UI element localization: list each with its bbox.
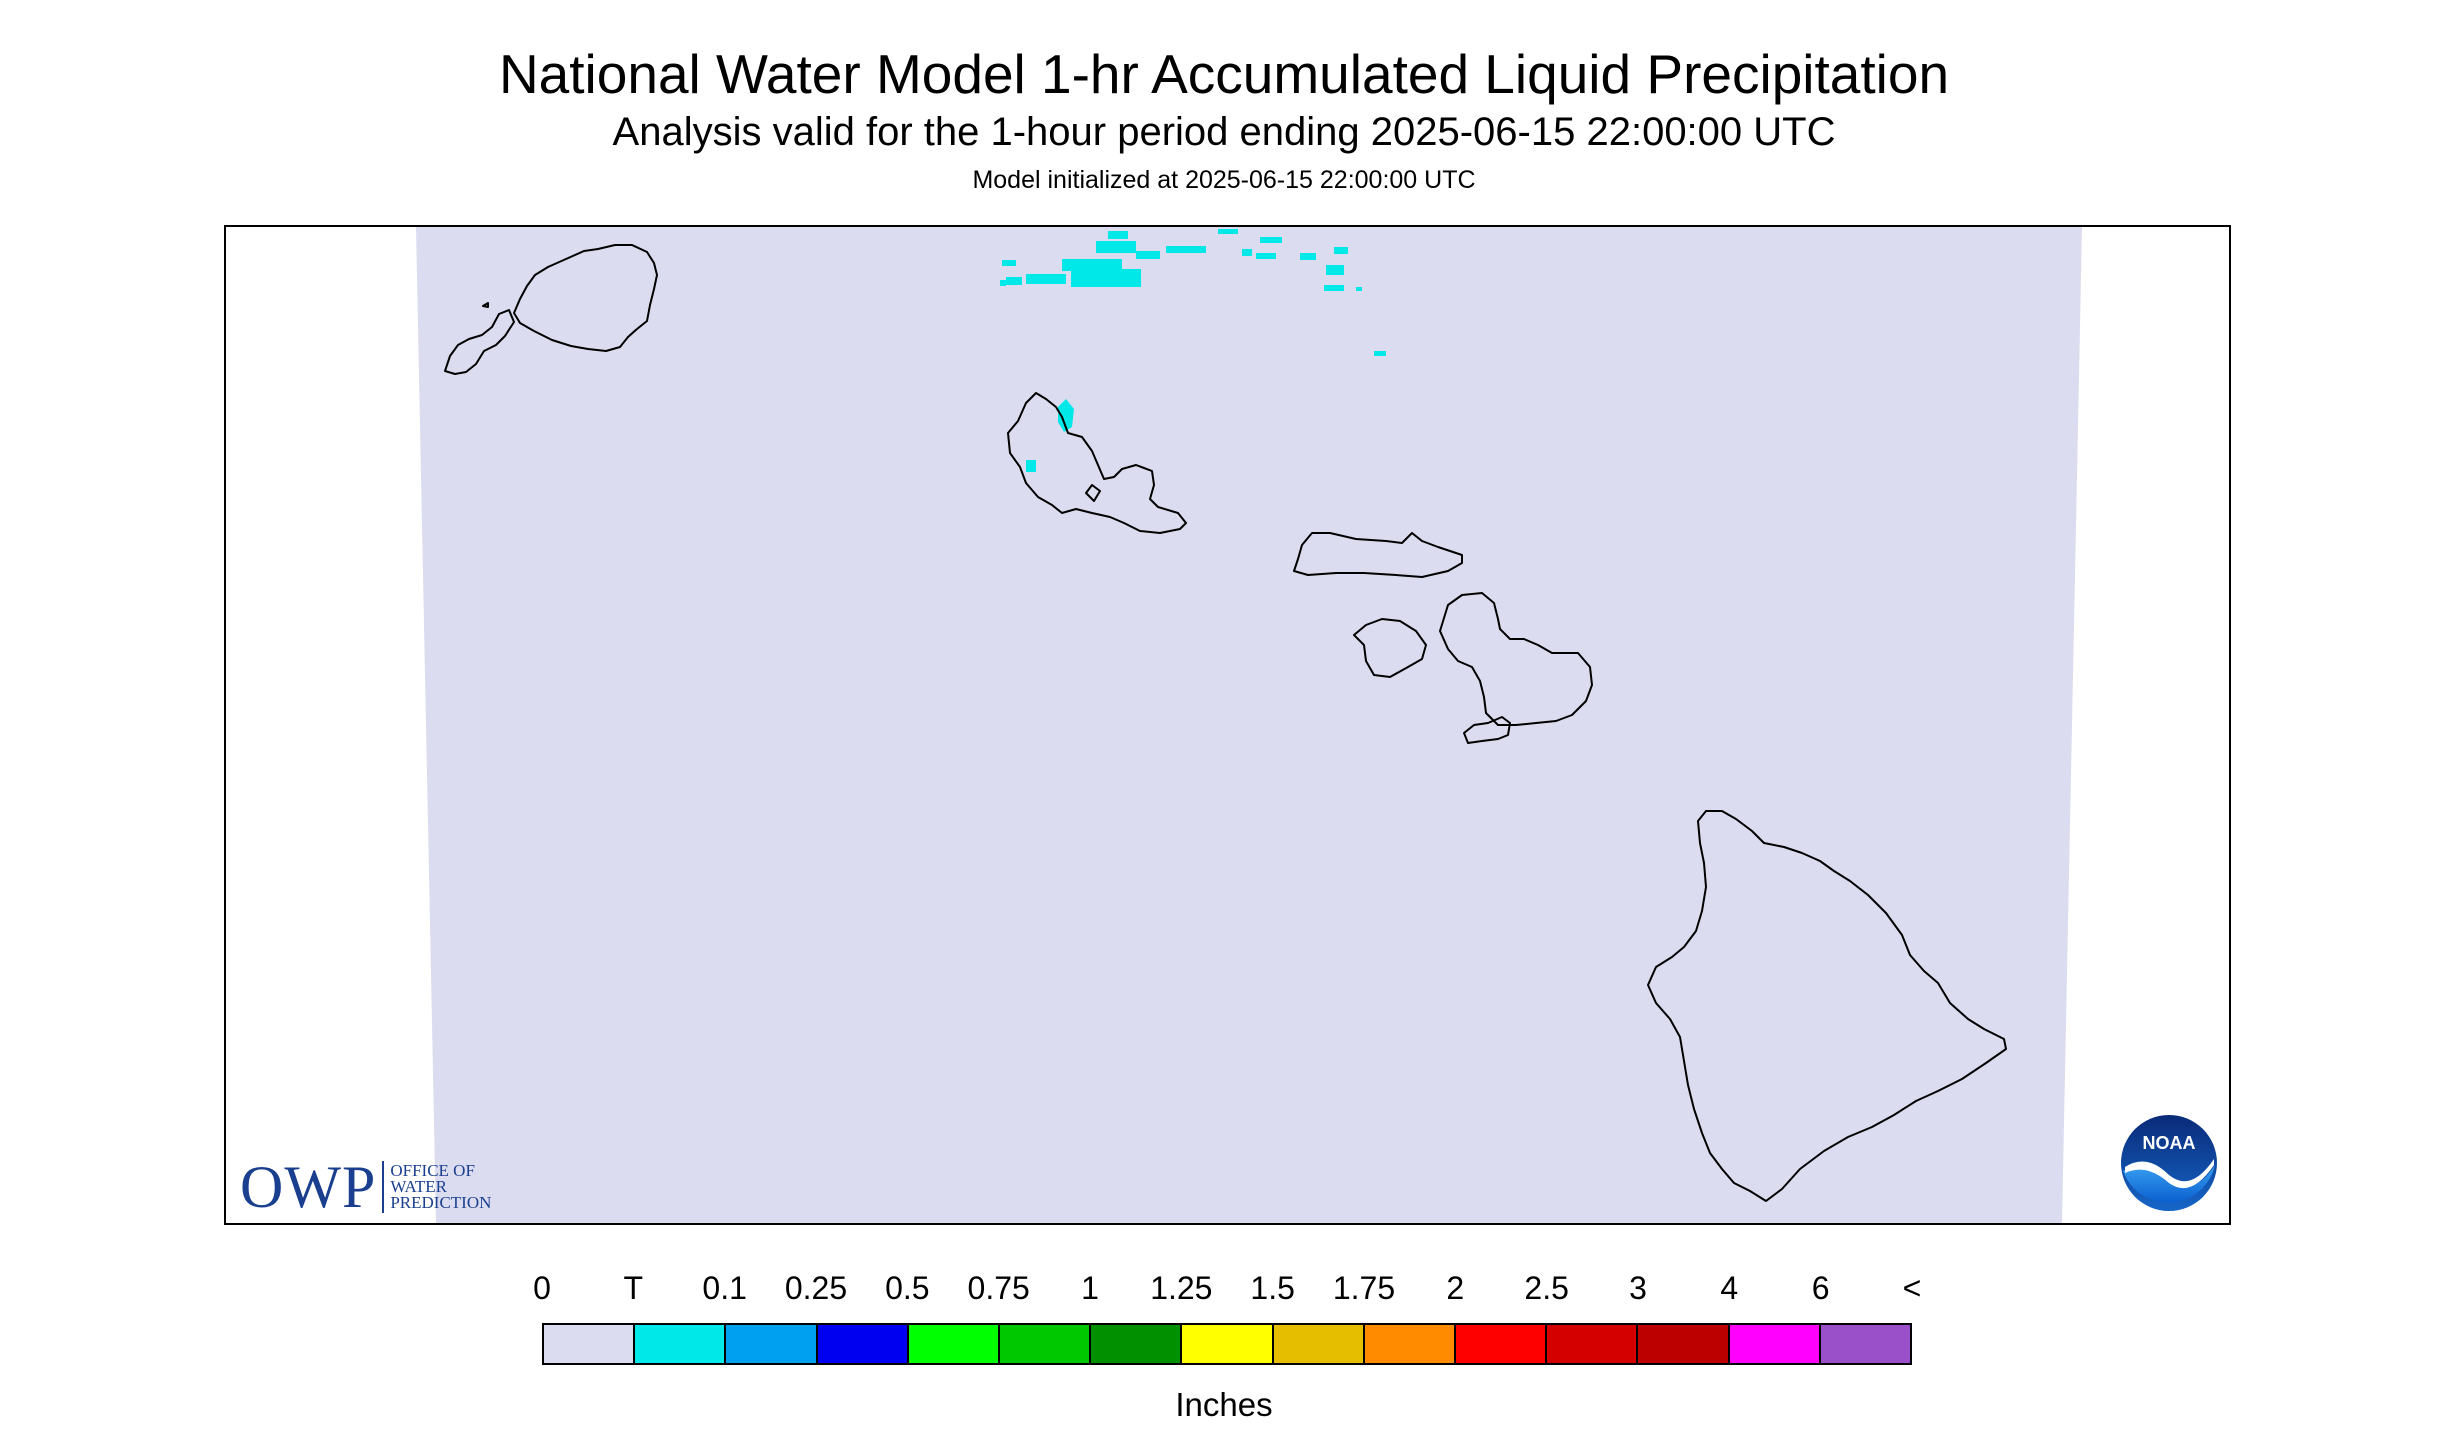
legend-cell-7	[1182, 1325, 1274, 1363]
legend-tick-label: <	[1902, 1270, 1922, 1306]
owp-line-1: OFFICE OF	[390, 1161, 475, 1180]
legend-cell-10	[1456, 1325, 1548, 1363]
legend-tick-label: 1	[1081, 1270, 1099, 1306]
legend-tick-label: 3	[1629, 1270, 1647, 1306]
oahu-outline	[1007, 392, 1187, 534]
precip-cells	[1000, 229, 1386, 472]
owp-letters: OWP	[240, 1154, 377, 1220]
page-subtitle: Analysis valid for the 1-hour period end…	[612, 110, 1836, 154]
legend-tick-label: 2	[1446, 1270, 1465, 1306]
legend-tick-label: 0.75	[967, 1270, 1030, 1306]
legend-tick-label: 2.5	[1524, 1270, 1569, 1306]
precipitation-map	[416, 227, 2082, 1223]
lanai-outline	[1353, 618, 1427, 678]
legend-tick-labels: 0 T 0.1 0.25 0.5 0.75 1 1.25 1.5 1.75 2 2.5 3 4 6 <	[0, 1270, 2448, 1310]
kauai-outline	[513, 244, 658, 352]
legend-tick-label: 0.5	[885, 1270, 930, 1306]
legend-cell-6	[1091, 1325, 1183, 1363]
legend-cell-13	[1729, 1325, 1821, 1363]
page-title: National Water Model 1-hr Accumulated Li…	[498, 43, 1950, 105]
model-init-time: Model initialized at 2025-06-15 22:00:00…	[972, 166, 1476, 194]
legend-cell-4	[908, 1325, 1001, 1363]
legend-tick-label: 0.1	[702, 1270, 747, 1306]
island-outlines	[444, 244, 2007, 1202]
noaa-letters: NOAA	[2143, 1133, 2196, 1153]
legend-cell-3	[817, 1325, 909, 1363]
legend-cell-0	[544, 1325, 636, 1363]
legend-cell-1	[635, 1325, 727, 1363]
legend-tick-label: 1.5	[1250, 1270, 1295, 1306]
legend-tick-label: 1.75	[1332, 1270, 1396, 1306]
legend-cell-9	[1364, 1325, 1457, 1363]
kahoolawe-outline	[1463, 716, 1511, 744]
legend-tick-label: 1.25	[1150, 1270, 1213, 1306]
owp-divider	[382, 1161, 385, 1213]
legend-cell-8	[1273, 1325, 1365, 1363]
legend-color-bar	[542, 1323, 1912, 1365]
legend-cell-12	[1638, 1325, 1730, 1363]
legend-cell-5	[1000, 1325, 1092, 1363]
legend-tick-label: T	[623, 1270, 644, 1306]
data-domain	[416, 227, 2082, 1223]
legend-tick-label: 4	[1720, 1270, 1739, 1306]
hawaii-outline	[1647, 810, 2007, 1202]
legend-tick-label: 6	[1811, 1270, 1830, 1306]
legend-cell-11	[1547, 1325, 1639, 1363]
owp-logo: OWP OFFICE OF WATER PREDICTION	[240, 1157, 491, 1217]
legend-tick-label: 0	[533, 1270, 551, 1306]
owp-line-2: WATER	[390, 1177, 448, 1196]
niihau-outline	[444, 302, 515, 375]
map-frame[interactable]: OWP OFFICE OF WATER PREDICTION NOAA	[224, 225, 2231, 1225]
legend-cell-14	[1820, 1325, 1911, 1363]
owp-name: OFFICE OF WATER PREDICTION	[390, 1161, 492, 1212]
owp-line-3: PREDICTION	[390, 1193, 492, 1212]
molokai-outline	[1293, 532, 1463, 578]
legend-cell-2	[726, 1325, 818, 1363]
noaa-logo: NOAA	[2121, 1115, 2217, 1211]
legend-units: Inches	[1175, 1386, 1273, 1423]
maui-outline	[1439, 592, 1593, 726]
legend-tick-label: 0.25	[784, 1270, 848, 1306]
